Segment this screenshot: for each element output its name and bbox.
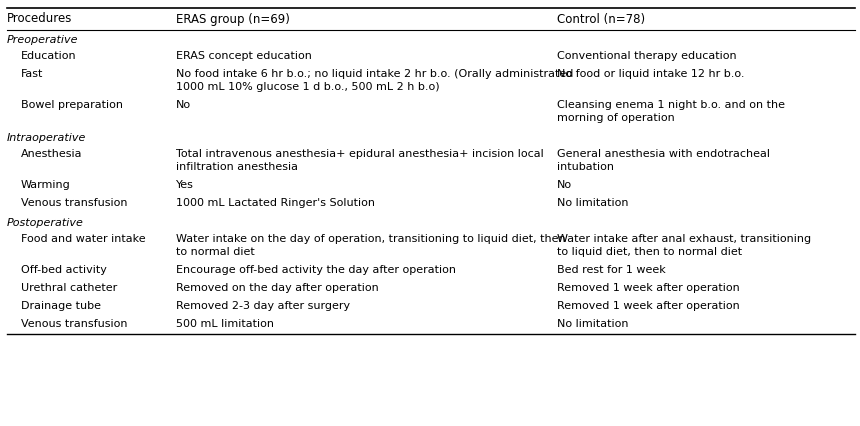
Text: Education: Education <box>21 51 77 61</box>
Text: intubation: intubation <box>557 162 614 172</box>
Text: Conventional therapy education: Conventional therapy education <box>557 51 737 61</box>
Text: No food or liquid intake 12 hr b.o.: No food or liquid intake 12 hr b.o. <box>557 69 745 79</box>
Text: Yes: Yes <box>176 180 194 190</box>
Text: Fast: Fast <box>21 69 43 79</box>
Text: 1000 mL 10% glucose 1 d b.o., 500 mL 2 h b.o): 1000 mL 10% glucose 1 d b.o., 500 mL 2 h… <box>176 82 440 92</box>
Text: No limitation: No limitation <box>557 319 629 329</box>
Text: No food intake 6 hr b.o.; no liquid intake 2 hr b.o. (Orally administrated: No food intake 6 hr b.o.; no liquid inta… <box>176 69 574 79</box>
Text: ERAS concept education: ERAS concept education <box>176 51 312 61</box>
Text: Removed 2-3 day after surgery: Removed 2-3 day after surgery <box>176 301 350 311</box>
Text: Water intake after anal exhaust, transitioning: Water intake after anal exhaust, transit… <box>557 234 811 244</box>
Text: Cleansing enema 1 night b.o. and on the: Cleansing enema 1 night b.o. and on the <box>557 100 785 110</box>
Text: Total intravenous anesthesia+ epidural anesthesia+ incision local: Total intravenous anesthesia+ epidural a… <box>176 149 544 159</box>
Text: 1000 mL Lactated Ringer's Solution: 1000 mL Lactated Ringer's Solution <box>176 198 375 208</box>
Text: Removed 1 week after operation: Removed 1 week after operation <box>557 301 740 311</box>
Text: infiltration anesthesia: infiltration anesthesia <box>176 162 298 172</box>
Text: No limitation: No limitation <box>557 198 629 208</box>
Text: Bed rest for 1 week: Bed rest for 1 week <box>557 265 666 275</box>
Text: to liquid diet, then to normal diet: to liquid diet, then to normal diet <box>557 247 742 257</box>
Text: Removed on the day after operation: Removed on the day after operation <box>176 283 379 293</box>
Text: Venous transfusion: Venous transfusion <box>21 319 127 329</box>
Text: Off-bed activity: Off-bed activity <box>21 265 107 275</box>
Text: to normal diet: to normal diet <box>176 247 255 257</box>
Text: Intraoperative: Intraoperative <box>7 133 86 143</box>
Text: Procedures: Procedures <box>7 12 72 26</box>
Text: ERAS group (n=69): ERAS group (n=69) <box>176 12 290 26</box>
Text: Preoperative: Preoperative <box>7 35 78 45</box>
Text: No: No <box>176 100 192 110</box>
Text: No: No <box>557 180 573 190</box>
Text: Drainage tube: Drainage tube <box>21 301 101 311</box>
Text: Anesthesia: Anesthesia <box>21 149 83 159</box>
Text: General anesthesia with endotracheal: General anesthesia with endotracheal <box>557 149 771 159</box>
Text: Bowel preparation: Bowel preparation <box>21 100 123 110</box>
Text: Urethral catheter: Urethral catheter <box>21 283 117 293</box>
Text: Postoperative: Postoperative <box>7 218 83 228</box>
Text: Venous transfusion: Venous transfusion <box>21 198 127 208</box>
Text: 500 mL limitation: 500 mL limitation <box>176 319 274 329</box>
Text: morning of operation: morning of operation <box>557 113 675 123</box>
Text: Water intake on the day of operation, transitioning to liquid diet, then: Water intake on the day of operation, tr… <box>176 234 566 244</box>
Text: Encourage off-bed activity the day after operation: Encourage off-bed activity the day after… <box>176 265 457 275</box>
Text: Removed 1 week after operation: Removed 1 week after operation <box>557 283 740 293</box>
Text: Warming: Warming <box>21 180 71 190</box>
Text: Food and water intake: Food and water intake <box>21 234 145 244</box>
Text: Control (n=78): Control (n=78) <box>557 12 645 26</box>
